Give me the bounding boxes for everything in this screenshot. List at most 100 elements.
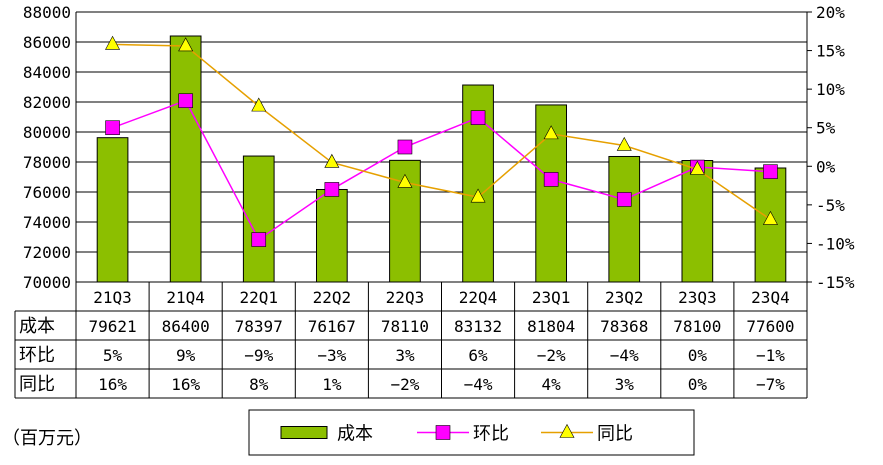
legend: 成本 环比 同比 [248,409,695,456]
bar-cost [608,155,641,283]
table-cell: 9% [176,346,196,365]
table-cell: 1% [322,375,342,394]
table-cell: 8% [249,375,269,394]
right-tick-label: 5% [816,119,836,138]
table-cell: 16% [171,375,200,394]
table-cell: −2% [537,346,566,365]
ratio-lines [105,35,778,247]
bar-cost [169,35,202,283]
table-cell: 78397 [235,317,283,336]
table-cell: 4% [542,375,562,394]
table-cell: 6% [468,346,488,365]
point-qoq [251,232,267,247]
point-qoq [763,164,778,179]
point-yoy [324,153,340,168]
point-qoq [616,192,632,207]
series-line-yoy [112,43,771,221]
point-yoy [543,125,559,140]
legend-label: 环比 [473,424,509,445]
bar-cost [315,188,348,283]
right-tick-label: -10% [816,234,855,253]
left-tick-label: 74000 [23,213,71,232]
table-cell: −2% [390,375,419,394]
table-cell: 3% [615,375,635,394]
point-qoq [397,139,413,155]
category-label: 23Q1 [532,288,571,307]
left-tick-label: 78000 [23,153,71,172]
table-cell: 5% [103,346,123,365]
table-cell: 78368 [600,317,648,336]
table-cell: 78110 [381,317,429,336]
left-tick-label: 88000 [23,3,71,22]
table-cell: 83132 [454,317,502,336]
category-label: 23Q3 [678,288,717,307]
legend-marker-yoy [559,423,575,438]
table-cell: 86400 [162,317,210,336]
table-cell: −4% [610,346,639,365]
point-yoy [689,160,705,175]
left-tick-label: 76000 [23,183,71,202]
category-label: 21Q3 [93,288,132,307]
right-tick-label: 20% [816,3,845,22]
table-cell: −3% [317,346,346,365]
left-tick-label: 80000 [23,123,71,142]
right-tick-label: 15% [816,42,845,61]
bar-cost [96,137,129,283]
category-label: 22Q1 [239,288,278,307]
category-label: 22Q3 [386,288,425,307]
right-tick-label: -5% [816,196,845,215]
left-tick-label: 72000 [23,243,71,262]
point-qoq [324,182,340,197]
table-cell: 78100 [673,317,721,336]
table-row-header: 成本 [19,316,55,337]
left-tick-label: 86000 [23,33,71,52]
table-cell: −1% [756,346,785,365]
point-qoq [543,172,559,187]
table-cell: 3% [395,346,415,365]
table-cell: 76167 [308,317,356,336]
bar-cost [681,160,714,283]
series-line-qoq [112,99,771,241]
point-yoy [178,37,194,52]
table-cell: −7% [756,375,785,394]
table-cell: 81804 [527,317,575,336]
left-tick-label: 82000 [23,93,71,112]
category-label: 21Q4 [166,288,205,307]
table-row-header: 同比 [19,374,55,395]
table-cell: 16% [98,375,127,394]
point-yoy [616,136,632,151]
category-label: 23Q4 [751,288,790,307]
right-tick-label: 10% [816,80,845,99]
table-row-header: 环比 [19,345,55,366]
table-cell: 77600 [746,317,794,336]
table-cell: −4% [464,375,493,394]
point-qoq [178,93,193,109]
table-cell: 0% [688,346,708,365]
cost-bars [96,35,787,283]
legend-label: 成本 [337,424,373,445]
axes: 70000 72000 74000 76000 78000 80000 82000 84000… [23,3,855,292]
table-cell: 0% [688,375,708,394]
point-yoy [762,210,778,225]
left-tick-label: 84000 [23,63,71,82]
point-yoy [470,188,486,203]
legend-label: 同比 [597,424,633,445]
legend-marker-qoq [435,425,451,440]
point-yoy [105,35,121,50]
table-cell: 79621 [88,317,136,336]
table-cell: −9% [244,346,273,365]
category-label: 22Q2 [313,288,352,307]
unit-note: （百万元） [2,428,92,449]
category-label: 23Q2 [605,288,644,307]
category-label: 22Q4 [459,288,498,307]
right-tick-label: -15% [816,273,855,292]
data-table: 21Q3 21Q4 22Q1 22Q2 22Q3 22Q4 23Q1 23Q2 23Q3 23Q4… [14,281,808,399]
legend-swatch-cost [280,426,328,439]
point-yoy [397,173,413,188]
point-qoq [470,110,486,125]
left-tick-label: 70000 [23,273,71,292]
bar-cost [754,167,787,283]
right-tick-label: 0% [816,157,836,176]
point-qoq [105,120,120,136]
